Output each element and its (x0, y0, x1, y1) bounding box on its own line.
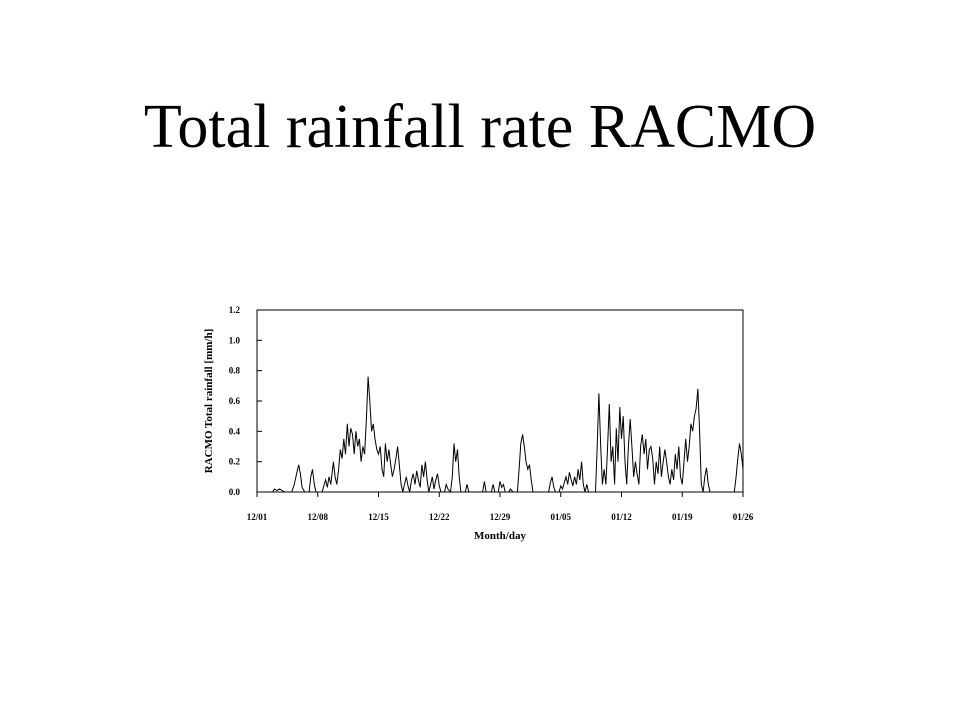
x-axis-label: Month/day (474, 530, 526, 542)
y-tick-label: 0.4 (229, 426, 241, 436)
x-tick-label: 01/26 (733, 512, 754, 522)
y-tick-label: 0.8 (229, 366, 241, 376)
x-axis: 12/01 12/08 12/15 12/22 12/29 01/05 01/12 01/19… (247, 492, 754, 522)
plot-frame (256, 309, 744, 493)
x-tick-label: 12/29 (490, 512, 511, 522)
x-tick-label: 01/12 (611, 512, 632, 522)
y-tick-label: 0.2 (229, 457, 241, 467)
x-tick-label: 12/01 (247, 512, 268, 522)
rainfall-chart: 0.00.20.40.60.81.01.2 12/01 12/08 12/15 12/… (203, 305, 754, 542)
y-tick-label: 0.6 (229, 396, 241, 406)
x-tick-label: 01/05 (550, 512, 571, 522)
x-tick-label: 12/22 (429, 512, 450, 522)
x-tick-label: 01/19 (672, 512, 693, 522)
y-tick-label: 0.0 (229, 487, 241, 497)
y-tick-label: 1.2 (229, 305, 241, 315)
slide-title: Total rainfall rate RACMO (143, 93, 817, 161)
x-tick-label: 12/08 (307, 512, 328, 522)
x-tick-label: 12/15 (368, 512, 389, 522)
y-tick-label: 1.0 (229, 335, 241, 345)
y-axis-label: RACMO Total rainfall [mm/h] (203, 329, 215, 474)
y-axis: 0.0 0.2 0.4 0.6 0.8 1.0 1.2 (229, 305, 262, 497)
series-line-rainfall (257, 376, 744, 494)
